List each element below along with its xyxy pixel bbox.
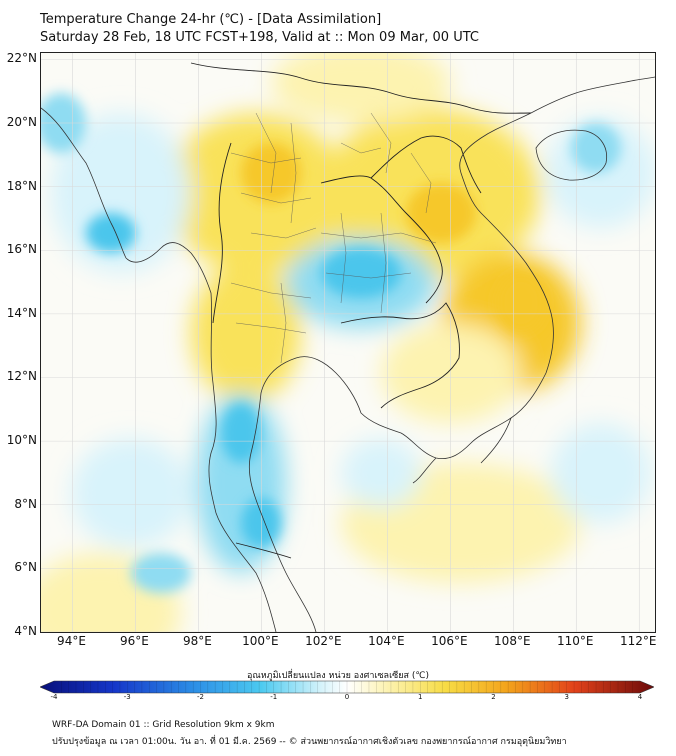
map-subtitle: Saturday 28 Feb, 18 UTC FCST+198, Valid … [40,30,479,45]
lon-tick-label: 96°E [120,634,149,648]
colorbar-tick-label: -1 [270,693,278,701]
lon-tick-label: 108°E [494,634,531,648]
lon-tick-label: 94°E [57,634,86,648]
border-thailand-myanmar [212,142,232,324]
lon-tick-label: 104°E [368,634,405,648]
province-lines-north [230,112,317,239]
colorbar-tick-label: 2 [491,693,496,701]
country-borders [190,62,532,559]
province-lines-central [230,282,312,364]
warm-region-top [271,53,451,123]
lon-tick-label: 112°E [620,634,657,648]
warm-core-vietnam [496,273,546,333]
border-malaysia [235,542,292,559]
lat-tick-label: 12°N [6,369,37,384]
lat-tick-label: 14°N [6,305,37,320]
cool-region-south-east [551,423,651,523]
lat-tick-label: 16°N [6,242,37,257]
cool-region-andaman [71,438,191,548]
colorbar-tick-label: 3 [564,693,569,701]
lat-tick-label: 10°N [6,433,37,448]
colorbar-tick-label: -2 [197,693,204,701]
cool-core-hainan [571,123,621,173]
cool-core-myanmar [86,213,136,253]
colorbar-tick-label: 4 [637,693,643,701]
border-cambodia [340,302,460,409]
warm-core-north [241,143,301,203]
cool-core-peninsula-upper [221,403,261,463]
lat-tick-label: 6°N [14,560,37,575]
province-lines-northeast [320,212,437,314]
cool-core-bottom [131,553,191,593]
gridlines [41,53,655,632]
cool-region-gulf [341,438,421,508]
map-title: Temperature Change 24-hr (℃) - [Data Ass… [40,12,382,27]
province-lines-laos [340,112,432,214]
cool-core-northeast [321,248,401,298]
colorbar-tick-label: -3 [123,693,131,701]
border-laos-vietnam [370,135,482,194]
coastline-hainan [535,129,608,181]
temperature-change-field [41,53,655,632]
lon-tick-label: 98°E [182,634,212,648]
colorbar-gradient [40,680,654,694]
lat-tick-label: 4°N [14,624,37,638]
lon-tick-label: 110°E [557,634,594,648]
colorbar-divisions [61,681,633,693]
warm-core-laos [406,183,476,243]
coastline-peninsula-east [248,76,655,632]
lon-tick-label: 100°E [242,634,279,648]
warm-region-central-west [191,263,301,403]
lat-tick-label: 22°N [6,51,37,66]
footer-credit: ปรับปรุงข้อมูล ณ เวลา 01:00น. วัน อา. ที… [52,737,567,747]
lat-tick-label: 8°N [14,496,37,511]
colorbar-tick-label: 1 [418,693,423,701]
coastlines [41,76,655,632]
coastline-vietnam-south [412,417,512,484]
map-panel [40,52,656,633]
lon-tick-label: 106°E [431,634,468,648]
border-china [190,62,532,114]
warm-region-cambodia [381,323,521,423]
coastline-mainland [41,107,277,632]
colorbar-label: อุณหภูมิเปลี่ยนแปลง หน่วย องศาเซลเซียส (… [246,671,430,681]
lat-tick-label: 20°N [6,114,37,129]
border-laos-thailand [320,175,443,304]
lat-tick-label: 18°N [6,178,37,193]
colorbar-tick-label: -4 [50,693,58,701]
footer-model-info: WRF-DA Domain 01 :: Grid Resolution 9km … [52,720,275,730]
province-borders [230,112,437,364]
map-canvas [41,53,655,632]
lon-tick-label: 102°E [305,634,342,648]
colorbar [40,680,654,694]
colorbar-tick-label: 0 [344,693,350,701]
cool-core-peninsula-lower [241,498,281,548]
